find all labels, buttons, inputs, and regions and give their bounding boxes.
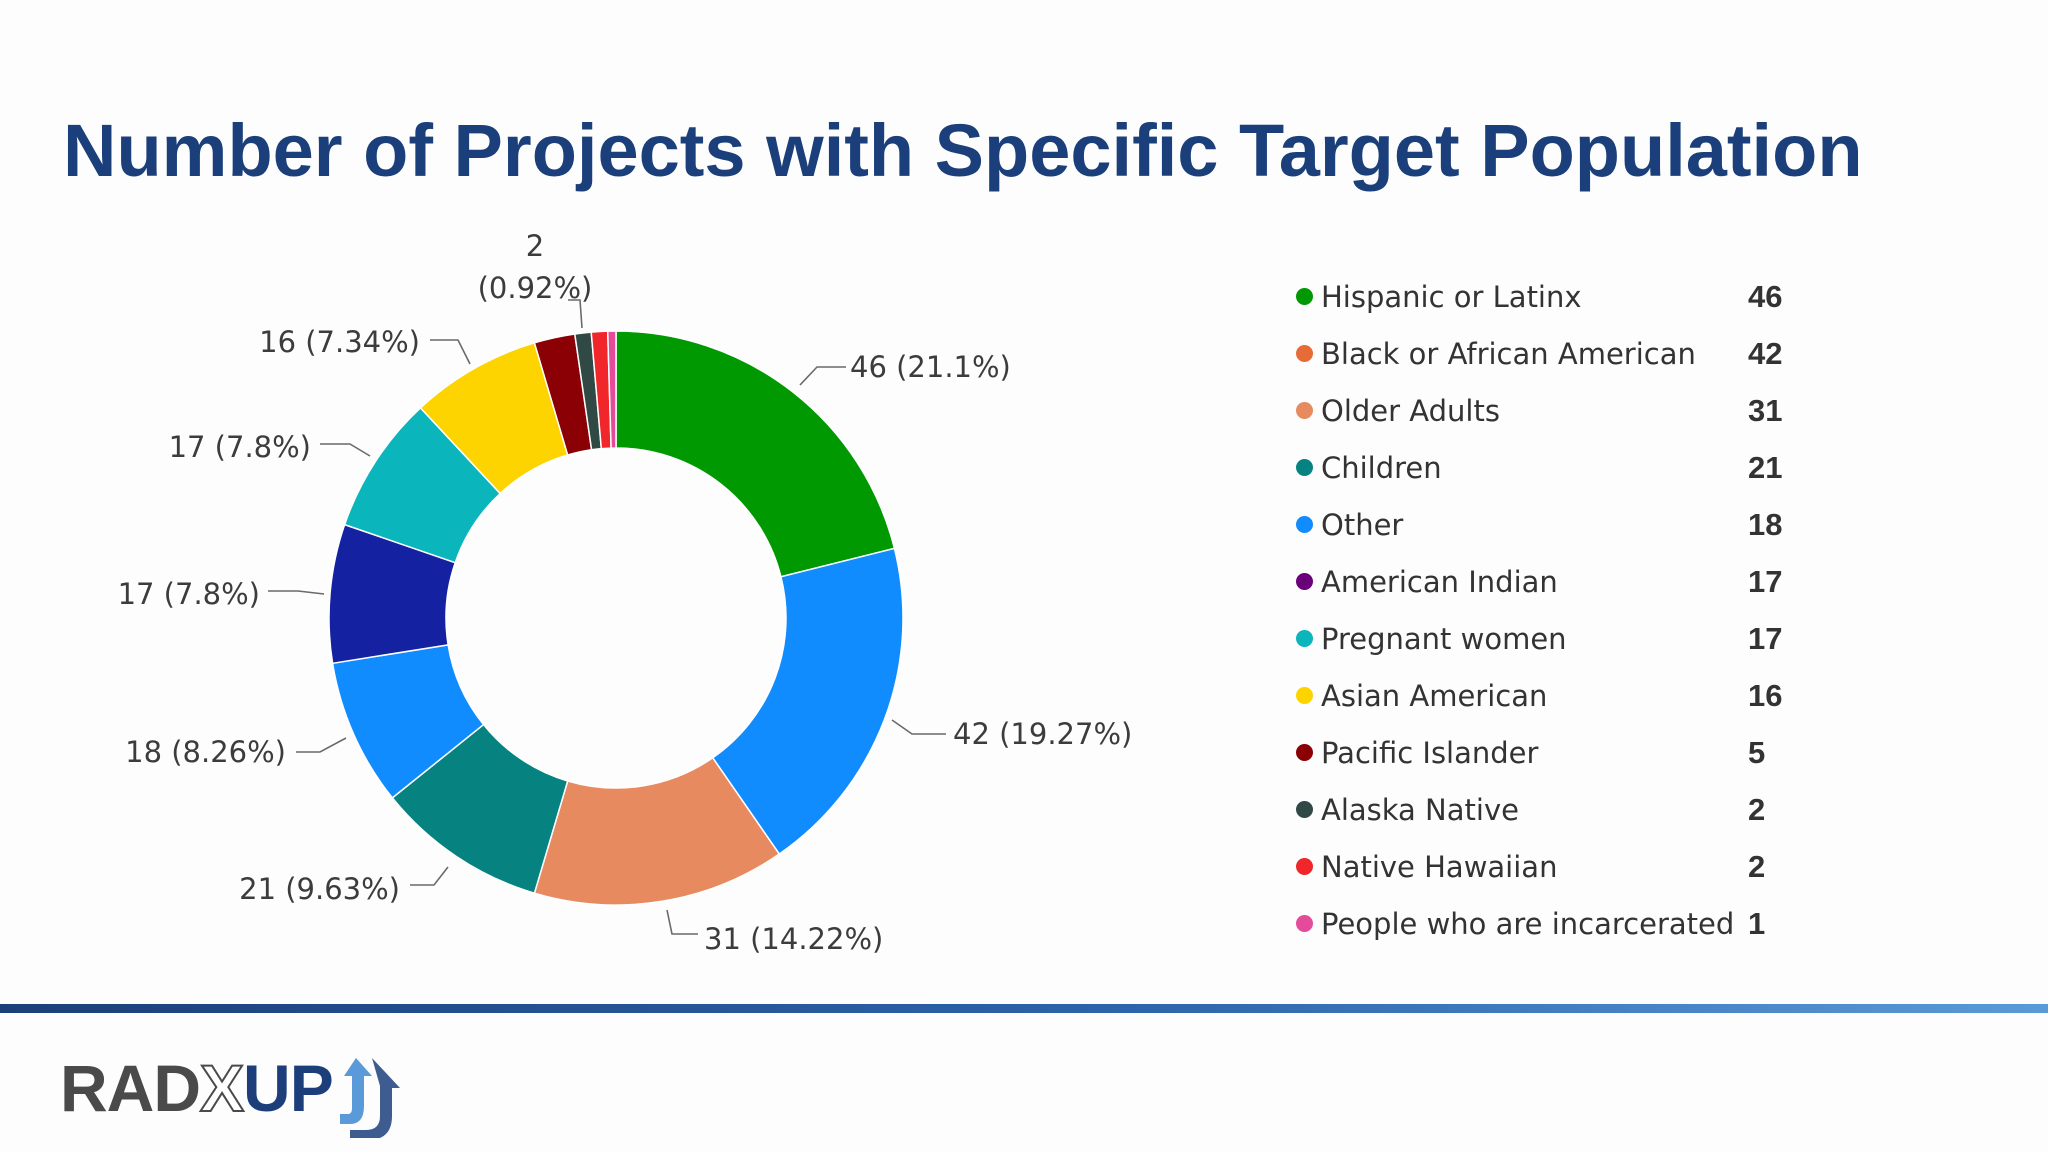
legend-value: 2 [1748,848,1766,884]
legend-label: Other [1321,507,1404,542]
legend-color-dot [1296,687,1313,704]
slice-callouts: 46 (21.1%) 42 (19.27%) 31 (14.22%) 21 (9.63… [118,229,1133,956]
legend-label: Native Hawaiian [1321,849,1558,884]
legend-item[interactable]: Pregnant women 17 [1296,610,1816,667]
legend-label: American Indian [1321,564,1558,599]
footer-divider [0,1004,2048,1013]
legend-label: Hispanic or Latinx [1321,279,1582,314]
callout-leader-line [410,866,449,886]
legend-color-dot [1296,801,1313,818]
legend-value: 1 [1748,905,1766,941]
callout-leader-line [799,366,846,386]
slice-data-label: 46 (21.1%) [850,350,1011,384]
legend-color-dot [1296,744,1313,761]
legend-value: 17 [1748,620,1783,656]
legend-value: 5 [1748,734,1766,770]
callout-leader-line [568,299,583,329]
legend-item[interactable]: Pacific Islander 5 [1296,724,1816,781]
legend-label: Asian American [1321,678,1548,713]
legend-color-dot [1296,915,1313,932]
legend-item[interactable]: Native Hawaiian 2 [1296,838,1816,895]
callout-leader-line [296,737,347,753]
legend-value: 21 [1748,449,1783,485]
legend-item[interactable]: Children 21 [1296,439,1816,496]
legend-item[interactable]: Asian American 16 [1296,667,1816,724]
slice-data-label: 2 [526,229,544,263]
legend-value: 42 [1748,335,1783,371]
slice-data-label: 16 (7.34%) [259,325,420,359]
callout-leader-line [666,909,698,935]
legend-color-dot [1296,630,1313,647]
donut-slice-people-who-are-incarcerated[interactable] [606,330,617,449]
legend-color-dot [1296,402,1313,419]
legend-label: Pacific Islander [1321,735,1539,770]
legend-value: 46 [1748,278,1783,314]
legend-item[interactable]: Hispanic or Latinx 46 [1296,268,1816,325]
callout-leader-line [430,339,471,365]
legend-value: 16 [1748,677,1783,713]
slice-data-label: 42 (19.27%) [953,717,1132,751]
legend-color-dot [1296,516,1313,533]
slice-data-label: 17 (7.8%) [169,430,311,464]
donut-slices [328,330,904,906]
legend-color-dot [1296,858,1313,875]
legend-item[interactable]: Other 18 [1296,496,1816,553]
legend-value: 18 [1748,506,1783,542]
slice-data-label: 18 (8.26%) [125,735,286,769]
callout-leader-line [268,590,325,595]
legend-color-dot [1296,288,1313,305]
legend-item[interactable]: Older Adults 31 [1296,382,1816,439]
legend-color-dot [1296,345,1313,362]
donut-slice-older-adults[interactable] [533,756,781,906]
donut-slice-black-or-african-american[interactable] [711,547,904,856]
slice-data-label: (0.92%) [478,271,593,305]
callout-leader-line [891,719,946,735]
legend-value: 31 [1748,392,1783,428]
legend-label: Older Adults [1321,393,1500,428]
callout-leader-line [320,443,371,457]
legend-color-dot [1296,573,1313,590]
legend-color-dot [1296,459,1313,476]
legend-label: Children [1321,450,1442,485]
logo-arrow-icon [340,1058,400,1138]
radxup-logo: RADXUP [60,1028,440,1138]
legend-value: 17 [1748,563,1783,599]
slice-data-label: 17 (7.8%) [118,577,260,611]
donut-chart: 46 (21.1%) 42 (19.27%) 31 (14.22%) 21 (9.63… [118,229,1133,956]
legend-item[interactable]: Black or African American 42 [1296,325,1816,382]
legend-label: People who are incarcerated [1321,906,1735,941]
legend-label: Black or African American [1321,336,1696,371]
legend-label: Alaska Native [1321,792,1519,827]
chart-legend: Hispanic or Latinx 46 Black or African Ame… [1296,268,1816,952]
page-title: Number of Projects with Specific Target … [63,109,1863,192]
legend-label: Pregnant women [1321,621,1567,656]
legend-item[interactable]: American Indian 17 [1296,553,1816,610]
logo-wordmark: RADXUP [60,1050,334,1126]
donut-slice-hispanic-or-latinx[interactable] [615,330,896,578]
slice-data-label: 31 (14.22%) [704,922,883,956]
legend-item[interactable]: People who are incarcerated 1 [1296,895,1816,952]
legend-item[interactable]: Alaska Native 2 [1296,781,1816,838]
legend-value: 2 [1748,791,1766,827]
slice-data-label: 21 (9.63%) [239,872,400,906]
